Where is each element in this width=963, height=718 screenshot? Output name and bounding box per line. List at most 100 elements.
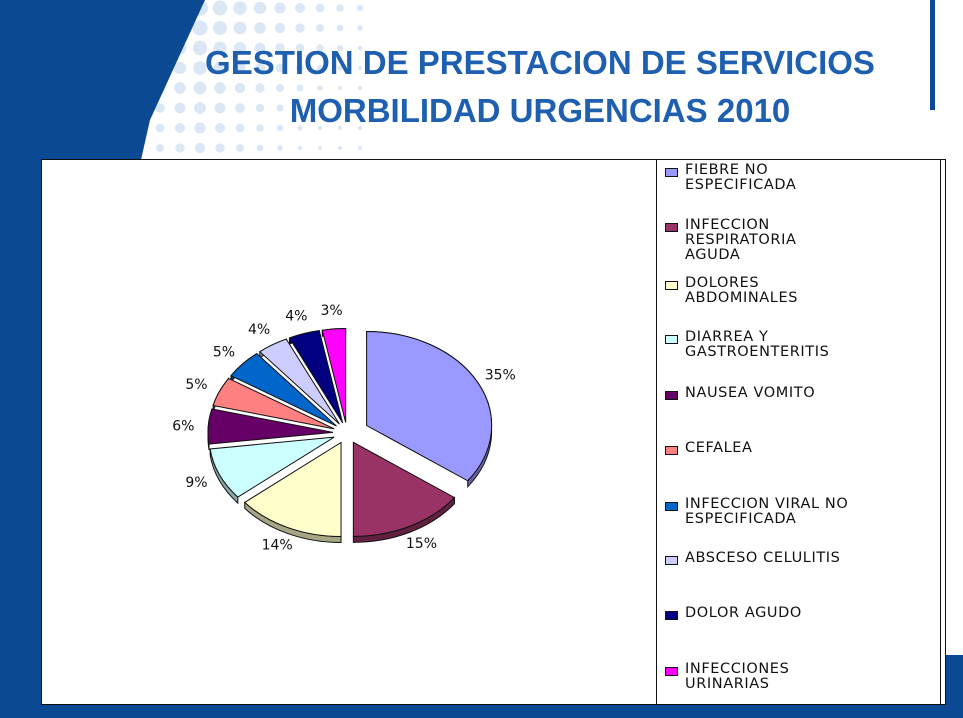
legend-swatch bbox=[665, 502, 678, 511]
chart-frame: 35% 15% 14% 9% 6% 5% 5% 4% 4% 3% FIEBRE NO ESPECI… bbox=[41, 159, 946, 705]
corner-blue-band bbox=[944, 655, 963, 718]
pie-label-3: 14% bbox=[262, 538, 293, 554]
pie-slice-10 bbox=[321, 328, 347, 423]
decor-dot bbox=[174, 82, 186, 94]
decor-dot bbox=[234, 62, 246, 74]
legend-swatch bbox=[665, 281, 678, 290]
legend-swatch bbox=[665, 168, 678, 177]
legend-swatch bbox=[665, 611, 678, 620]
decor-dot bbox=[317, 85, 323, 91]
decor-dot bbox=[234, 82, 246, 94]
pie-label-8: 4% bbox=[248, 322, 270, 338]
legend-swatch bbox=[665, 391, 678, 400]
pie-slice-6 bbox=[212, 377, 335, 430]
pie-label-10: 3% bbox=[320, 303, 342, 319]
legend-label: INFECCIONES URINARIAS bbox=[685, 661, 790, 692]
decor-dot bbox=[276, 84, 284, 92]
decor-dot bbox=[255, 103, 265, 113]
decor-dot bbox=[175, 123, 185, 133]
pie-slice-9 bbox=[288, 330, 344, 424]
pie-slice-3 bbox=[243, 441, 342, 538]
decor-dot bbox=[274, 2, 286, 14]
decor-dot bbox=[192, 40, 208, 56]
decor-dot bbox=[173, 61, 187, 75]
decor-dot bbox=[337, 45, 343, 51]
decor-dot bbox=[233, 1, 247, 15]
decor-dot bbox=[156, 144, 164, 152]
pie-slice-2 bbox=[352, 441, 456, 537]
decor-dot bbox=[174, 102, 186, 114]
pie-slice-7 bbox=[230, 353, 337, 427]
decor-dot bbox=[337, 65, 343, 71]
legend-swatch bbox=[665, 223, 678, 232]
legend-label: CEFALEA bbox=[685, 440, 753, 456]
decor-dot bbox=[155, 103, 165, 113]
decor-dot bbox=[194, 102, 206, 114]
decor-dot bbox=[234, 42, 246, 54]
decor-dot bbox=[358, 146, 362, 150]
legend-label: NAUSEA VOMITO bbox=[685, 385, 816, 401]
decor-dot bbox=[357, 45, 363, 51]
decor-dot bbox=[192, 20, 208, 36]
decor-dot bbox=[297, 105, 303, 111]
slide-title-line-2: MORBILIDAD URGENCIAS 2010 bbox=[289, 92, 791, 129]
decor-dot bbox=[336, 4, 344, 12]
decor-dot bbox=[212, 0, 228, 16]
decor-dot bbox=[296, 84, 304, 92]
decor-dot bbox=[214, 102, 226, 114]
pie-chart: 35% 15% 14% 9% 6% 5% 5% 4% 4% 3% bbox=[172, 303, 516, 554]
pie-label-5: 6% bbox=[172, 418, 194, 434]
decor-dot bbox=[338, 126, 342, 130]
decor-dot bbox=[358, 86, 362, 90]
decor-dot bbox=[358, 126, 362, 130]
legend-label: DIARREA Y GASTROENTERITIS bbox=[685, 329, 830, 360]
bottom-blue-band bbox=[0, 703, 963, 718]
pie-slice-5 bbox=[207, 408, 334, 445]
legend-label: INFECCION RESPIRATORIA AGUDA bbox=[685, 217, 797, 263]
decor-dot bbox=[318, 146, 322, 150]
decor-dot bbox=[316, 44, 324, 52]
top-right-bar bbox=[930, 0, 935, 110]
legend-label: INFECCION VIRAL NO ESPECIFICADA bbox=[685, 496, 849, 527]
legend-swatch bbox=[665, 667, 678, 676]
decor-dot bbox=[235, 123, 245, 133]
decor-dot bbox=[256, 144, 264, 152]
pie-label-4: 9% bbox=[185, 475, 207, 491]
pie-slice-4 bbox=[209, 436, 335, 498]
decor-dot bbox=[315, 3, 325, 13]
decor-dot bbox=[316, 24, 324, 32]
decor-dot bbox=[193, 81, 207, 95]
pie-slice-8 bbox=[258, 338, 340, 425]
chart-legend: FIEBRE NO ESPECIFICADA INFECCION RESPIRAT… bbox=[656, 160, 941, 704]
decor-dot bbox=[194, 142, 206, 154]
decor-dot bbox=[253, 1, 267, 15]
decor-dot bbox=[338, 106, 342, 110]
decor-dot bbox=[318, 126, 322, 130]
decor-dot bbox=[193, 61, 207, 75]
pie-label-1: 35% bbox=[485, 367, 516, 383]
decor-dot bbox=[295, 23, 305, 33]
decor-dot bbox=[316, 64, 324, 72]
legend-label: DOLORES ABDOMINALES bbox=[685, 275, 799, 306]
decor-dot bbox=[233, 21, 247, 35]
decor-dot bbox=[256, 124, 264, 132]
decor-dot bbox=[358, 106, 362, 110]
decor-dot bbox=[213, 21, 227, 35]
decor-dot bbox=[295, 3, 305, 13]
decor-dot bbox=[213, 41, 227, 55]
decor-dot bbox=[356, 4, 364, 12]
legend-swatch bbox=[665, 446, 678, 455]
decor-dot bbox=[275, 43, 285, 53]
decor-dot bbox=[338, 146, 342, 150]
decor-dot bbox=[255, 83, 265, 93]
decor-dot bbox=[358, 66, 362, 70]
decor-dot bbox=[175, 143, 185, 153]
decor-dot bbox=[336, 24, 344, 32]
decor-dot bbox=[337, 85, 343, 91]
decor-dot bbox=[357, 25, 363, 31]
decor-dot bbox=[296, 64, 304, 72]
decor-dot bbox=[254, 22, 266, 34]
decor-dot bbox=[213, 61, 227, 75]
legend-label: DOLOR AGUDO bbox=[685, 605, 802, 621]
decor-dot bbox=[215, 123, 225, 133]
